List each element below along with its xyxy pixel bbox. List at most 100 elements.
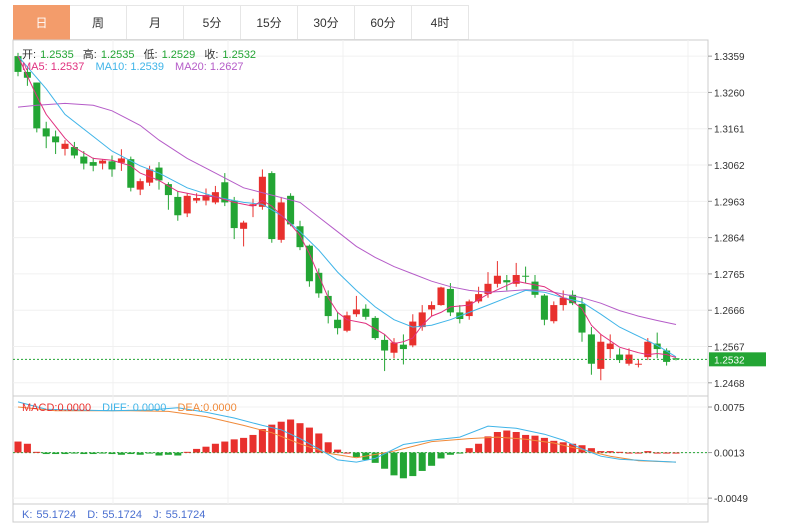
candle-body	[52, 136, 60, 143]
macd-bar	[211, 443, 219, 453]
candle	[616, 348, 624, 364]
macd-bar	[164, 452, 172, 455]
candle-body	[315, 272, 323, 294]
macd-bar	[70, 452, 78, 454]
macd-bar	[14, 441, 22, 453]
candle	[362, 304, 370, 320]
candle-body	[587, 334, 595, 364]
candle	[540, 294, 548, 326]
macd-bar	[315, 433, 323, 453]
tab-30min[interactable]: 30分	[298, 5, 355, 40]
tab-4hour[interactable]: 4时	[412, 5, 469, 40]
macd-bar	[569, 443, 577, 453]
tab-day[interactable]: 日	[13, 5, 70, 40]
candle	[211, 185, 219, 205]
candle-body	[559, 297, 567, 306]
tab-month[interactable]: 月	[127, 5, 184, 40]
candle	[136, 178, 144, 196]
y-tick-label: 1.2468	[714, 379, 745, 390]
candle-body	[352, 309, 360, 315]
macd-bar	[503, 430, 511, 453]
tab-60min[interactable]: 60分	[355, 5, 412, 40]
candle-body	[569, 294, 577, 304]
candle	[456, 305, 464, 324]
macd-bar	[531, 435, 539, 453]
macd-bar	[80, 452, 88, 455]
candle-body	[663, 350, 671, 362]
macd-bar	[249, 434, 257, 453]
dea-value: 0.0000	[203, 402, 237, 414]
macd-bar	[136, 452, 144, 455]
candle	[287, 193, 295, 227]
macd-bar	[61, 452, 69, 455]
candle	[522, 266, 530, 284]
macd-bar	[616, 451, 624, 453]
candle	[202, 188, 210, 206]
macd-bar	[663, 452, 671, 454]
candle-body	[540, 295, 548, 320]
y-tick-label: 1.3359	[714, 52, 745, 63]
candle-body	[428, 305, 436, 310]
candle-body	[221, 182, 229, 203]
candle	[484, 272, 492, 298]
macd-bar	[99, 452, 107, 454]
candle-body	[362, 308, 370, 317]
macd-value: 0.0000	[57, 402, 92, 414]
candle-body	[70, 147, 78, 156]
candle	[512, 262, 520, 287]
candle-body	[108, 161, 116, 170]
candle	[164, 182, 172, 210]
macd-bar	[465, 448, 473, 453]
macd-bar	[343, 452, 351, 454]
macd-bar	[89, 452, 97, 455]
candle-body	[193, 198, 201, 201]
candle	[606, 334, 614, 359]
candle-body	[305, 245, 313, 282]
macd-bar	[550, 440, 558, 453]
macd-bar	[127, 452, 135, 455]
y-tick-label: 1.3260	[714, 88, 745, 99]
candle	[672, 358, 680, 361]
candle	[155, 162, 163, 190]
candle-body	[127, 159, 135, 188]
macd-bar	[230, 439, 238, 453]
open-value: 1.2535	[40, 49, 74, 61]
macd-bar	[371, 452, 379, 463]
tab-5min[interactable]: 5分	[184, 5, 241, 40]
macd-bar	[305, 427, 313, 453]
candle	[324, 290, 332, 324]
macd-bar	[484, 436, 492, 453]
candle-body	[475, 294, 483, 302]
candle	[334, 312, 342, 335]
macd-bar	[324, 442, 332, 453]
candle	[428, 301, 436, 317]
y-tick-label: 1.2765	[714, 270, 745, 281]
candle-body	[644, 341, 652, 358]
macd-bar	[287, 419, 295, 453]
candle	[42, 121, 50, 149]
macd-bar	[155, 452, 163, 456]
candle-body	[80, 156, 88, 164]
candle	[475, 286, 483, 304]
candle-body	[164, 184, 172, 196]
candle	[578, 297, 586, 342]
ma20-line	[17, 102, 677, 325]
current-price-label: 1.2532	[714, 355, 745, 366]
macd-bar	[644, 451, 652, 453]
candle-body	[672, 358, 680, 360]
candle	[277, 196, 285, 243]
candle	[183, 193, 191, 218]
open-label: 开:	[22, 49, 37, 61]
candle-body	[653, 343, 661, 350]
d-label: D:	[87, 509, 99, 521]
macd-bar	[625, 452, 633, 454]
candle-body	[334, 319, 342, 329]
macd-bar	[193, 448, 201, 453]
candle	[258, 169, 266, 210]
ma5-label: MA5:	[22, 61, 48, 73]
macd-bar	[409, 452, 417, 477]
candle-body	[371, 317, 379, 339]
tab-15min[interactable]: 15分	[241, 5, 298, 40]
candle-body	[512, 275, 520, 284]
